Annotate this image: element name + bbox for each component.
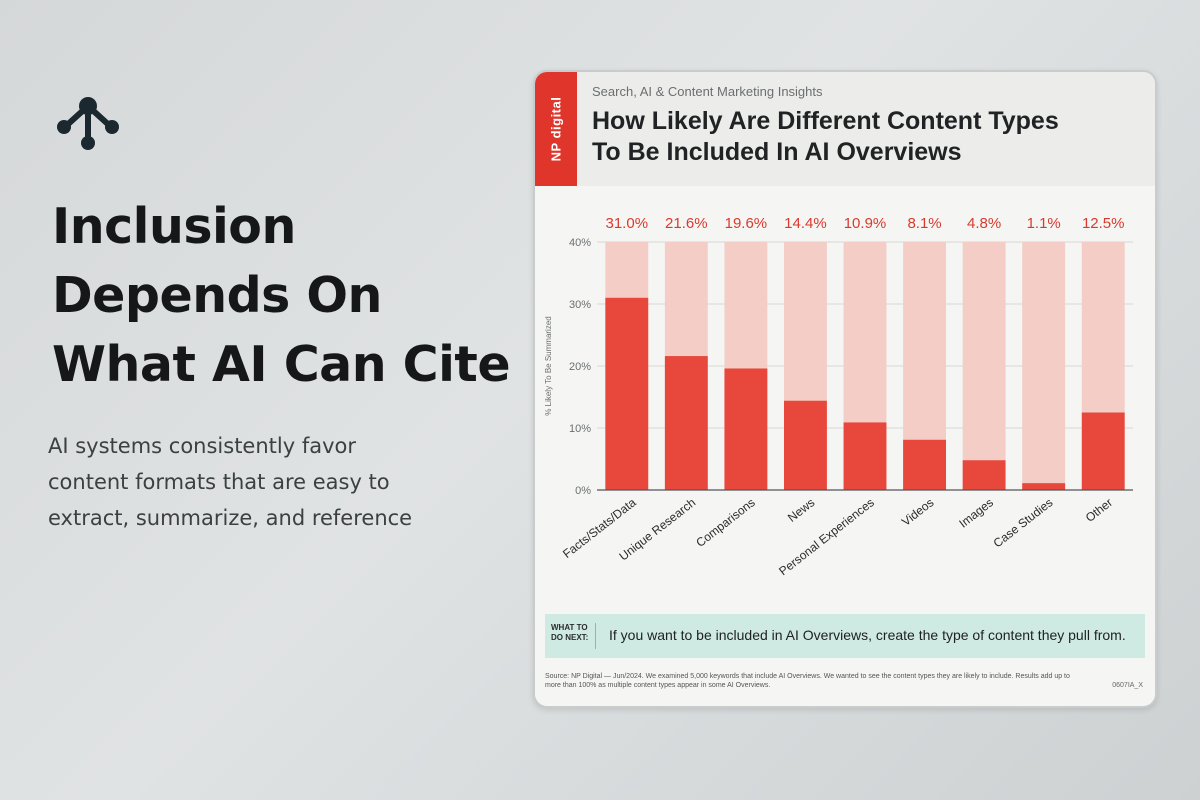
value-label: 1.1% <box>1027 215 1061 232</box>
y-tick-label: 10% <box>569 423 591 435</box>
card-header <box>535 72 1155 186</box>
bar-track <box>962 242 1006 490</box>
next-label-line: WHAT TO <box>551 623 588 632</box>
bar <box>664 356 708 490</box>
category-label: Videos <box>899 495 936 528</box>
category-label: News <box>785 495 817 525</box>
card-kicker: Search, AI & Content Marketing Insights <box>592 84 823 99</box>
category-label: Case Studies <box>991 495 1056 550</box>
what-to-do-next-box: WHAT TO DO NEXT: If you want to be inclu… <box>545 614 1145 658</box>
value-label: 14.4% <box>784 215 827 232</box>
value-label: 19.6% <box>725 215 768 232</box>
bar <box>903 439 946 490</box>
infographic-card: NP digital Search, AI & Content Marketin… <box>533 70 1157 708</box>
y-tick-label: 20% <box>569 361 591 373</box>
y-tick-label: 40% <box>569 237 591 249</box>
category-label: Comparisons <box>693 495 757 550</box>
bar <box>724 368 768 490</box>
value-label: 31.0% <box>606 215 649 232</box>
y-tick-label: 0% <box>575 485 591 497</box>
bar <box>1081 412 1125 490</box>
chart-title: How Likely Are Different Content Types T… <box>592 106 1059 168</box>
headline-line: What AI Can Cite <box>52 336 511 393</box>
brand-tag-text: NP digital <box>548 96 564 162</box>
bar <box>784 400 827 490</box>
value-label: 10.9% <box>844 215 887 232</box>
chart-title-line: How Likely Are Different Content Types <box>592 107 1059 135</box>
source-note: Source: NP Digital — Jun/2024. We examin… <box>545 673 1070 689</box>
bar <box>843 422 887 490</box>
y-tick-label: 30% <box>569 299 591 311</box>
category-label: Images <box>956 495 996 530</box>
what-to-do-next-label: WHAT TO DO NEXT: <box>551 623 589 643</box>
value-label: 8.1% <box>907 215 941 232</box>
headline-line: Depends On <box>52 267 382 324</box>
np-digital-logo: NP digital <box>535 72 577 186</box>
bar <box>962 460 1006 490</box>
bar-track <box>1022 242 1066 490</box>
headline-line: Inclusion <box>52 198 296 255</box>
slide-headline: Inclusion Depends On What AI Can Cite <box>52 192 522 399</box>
network-nodes-icon <box>57 97 119 150</box>
chart-title-line: To Be Included In AI Overviews <box>592 138 962 166</box>
body-line: content formats that are easy to <box>48 470 390 494</box>
body-line: extract, summarize, and reference <box>48 506 413 530</box>
what-to-do-next-text: If you want to be included in AI Overvie… <box>609 627 1126 643</box>
value-label: 12.5% <box>1082 215 1125 232</box>
y-axis-title: % Likely To Be Summarized <box>544 316 553 415</box>
chart-code: 0607IA_X <box>1112 682 1143 689</box>
value-label: 21.6% <box>665 215 708 232</box>
category-label: Other <box>1083 495 1115 525</box>
value-label: 4.8% <box>967 215 1001 232</box>
next-divider <box>595 623 596 649</box>
next-label-line: DO NEXT: <box>551 633 589 642</box>
bar-chart: 0% 10% 20% 30% 40% % Likely To Be Summarized 3… <box>544 215 1133 578</box>
slide-body-text: AI systems consistently favor content fo… <box>48 428 468 536</box>
body-line: AI systems consistently favor <box>48 434 356 458</box>
bar <box>1022 483 1066 490</box>
bar <box>605 297 649 490</box>
